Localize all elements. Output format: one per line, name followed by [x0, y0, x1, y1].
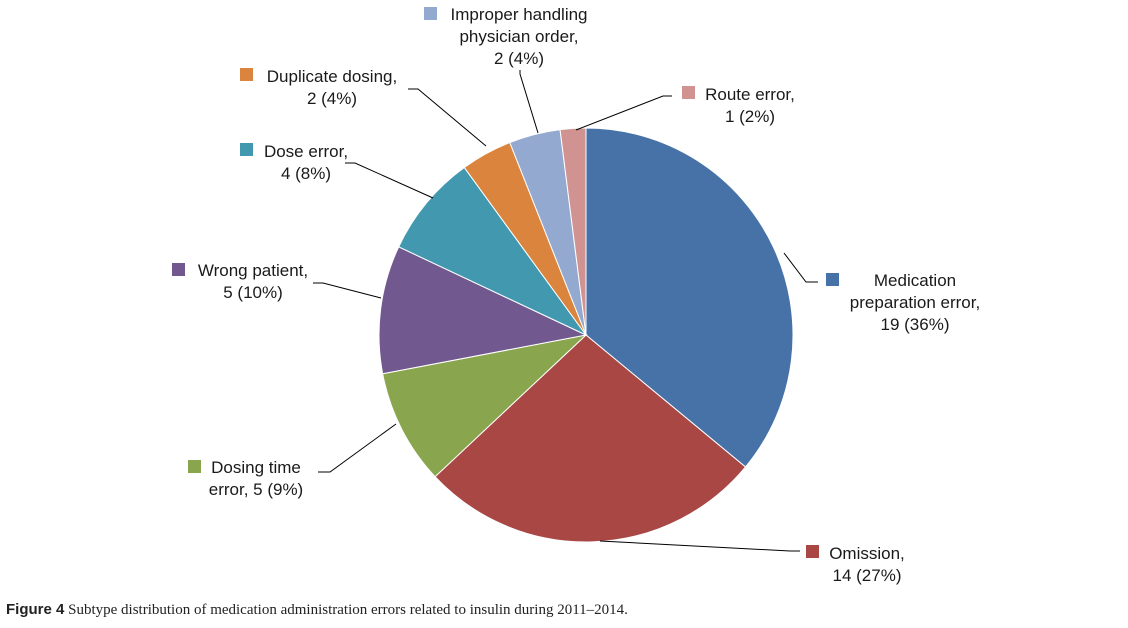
slice-label-2-line-2: 14 (27%) — [833, 566, 902, 585]
leader-line-6 — [408, 88, 487, 147]
figure-caption: Figure 4 Subtype distribution of medicat… — [6, 601, 628, 619]
leader-line-2 — [599, 540, 800, 552]
legend-swatch-4 — [172, 263, 185, 276]
pie-slices — [378, 127, 794, 543]
leader-line-3 — [318, 423, 397, 473]
legend-swatch-1 — [826, 273, 839, 286]
slice-label-6-line-2: 2 (4%) — [307, 89, 357, 108]
slice-label-7-line-3: 2 (4%) — [494, 49, 544, 68]
slice-label-3-line-2: error, 5 (9%) — [209, 480, 303, 499]
slice-label-2-line-1: Omission, — [829, 544, 905, 563]
leader-line-1 — [783, 252, 818, 283]
slice-label-1-line-1: Medication — [874, 271, 956, 290]
pie-chart: Medication preparation error, 19 (36%) Omis… — [172, 5, 980, 585]
slice-label-4-line-2: 5 (10%) — [223, 283, 283, 302]
slice-label-3-line-1: Dosing time — [211, 458, 301, 477]
slice-label-1-line-2: preparation error, — [850, 293, 980, 312]
leader-line-7 — [519, 70, 539, 134]
pie-slice-1 — [585, 127, 794, 468]
slice-label-1-line-3: 19 (36%) — [881, 315, 950, 334]
figure-label: Figure 4 — [6, 601, 65, 618]
legend-swatch-5 — [240, 143, 253, 156]
slice-label-8-line-1: Route error, — [705, 85, 795, 104]
slice-label-7-line-2: physician order, — [459, 27, 578, 46]
legend-swatch-3 — [188, 460, 201, 473]
legend-swatch-2 — [806, 545, 819, 558]
caption-text: Subtype distribution of medication admin… — [64, 602, 628, 618]
slice-label-7-line-1: Improper handling — [450, 5, 587, 24]
slice-label-5-line-2: 4 (8%) — [281, 164, 331, 183]
slice-labels: Medication preparation error, 19 (36%) Omis… — [172, 5, 980, 585]
leader-line-8 — [575, 95, 672, 131]
slice-label-6-line-1: Duplicate dosing, — [267, 67, 397, 86]
pie-slice-4 — [378, 246, 588, 375]
legend-swatch-7 — [424, 7, 437, 20]
leader-line-5 — [345, 162, 434, 199]
pie-slice-2 — [434, 334, 747, 543]
leader-line-4 — [313, 282, 382, 299]
pie-slice-3 — [382, 334, 588, 478]
pie-slice-8 — [559, 127, 587, 336]
legend-swatch-8 — [682, 86, 695, 99]
pie-slice-5 — [398, 166, 587, 336]
slice-label-5-line-1: Dose error, — [264, 142, 348, 161]
leader-lines — [313, 70, 818, 552]
slice-label-8-line-2: 1 (2%) — [725, 107, 775, 126]
slice-label-4-line-1: Wrong patient, — [198, 261, 308, 280]
legend-swatch-6 — [240, 68, 253, 81]
